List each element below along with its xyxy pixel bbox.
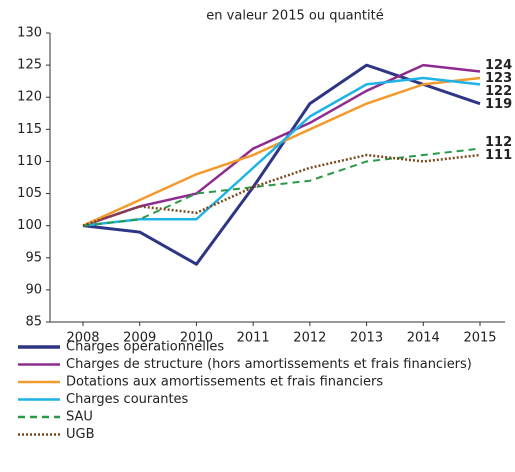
series-line [82, 76, 481, 227]
series-line [82, 63, 481, 227]
y-tick-label: 105 [17, 186, 42, 201]
x-tick-label: 2012 [293, 331, 326, 346]
legend-label: Charges de structure (hors amortissement… [66, 357, 472, 372]
y-tick-label: 125 [17, 58, 42, 73]
x-tick-label: 2011 [237, 331, 270, 346]
x-tick-label: 2009 [123, 331, 156, 346]
series-line [82, 147, 481, 227]
end-label: 124 [485, 58, 512, 73]
series-line [82, 63, 481, 266]
y-tick-label: 120 [17, 90, 42, 105]
end-label: 112 [485, 135, 512, 150]
y-tick-label: 100 [17, 218, 42, 233]
x-tick-label: 2013 [350, 331, 383, 346]
end-label: 111 [485, 148, 512, 163]
x-tick-label: 2014 [407, 331, 440, 346]
y-tick-label: 110 [17, 154, 42, 169]
legend-label: SAU [66, 410, 93, 425]
legend-label: Dotations aux amortissements et frais fi… [66, 375, 383, 390]
legend-label: Charges opérationnelles [66, 340, 224, 355]
end-label: 123 [485, 71, 512, 86]
series-line [82, 153, 481, 227]
y-tick-label: 130 [17, 26, 42, 41]
x-tick-label: 2008 [66, 331, 99, 346]
chart-title: en valeur 2015 ou quantité [206, 9, 383, 24]
y-tick-label: 115 [17, 122, 42, 137]
x-tick-label: 2015 [463, 331, 496, 346]
y-tick-label: 90 [25, 282, 42, 297]
end-label: 122 [485, 84, 512, 99]
series-line [82, 76, 481, 227]
y-tick-label: 85 [25, 315, 42, 330]
y-tick-label: 95 [25, 250, 42, 265]
end-label: 119 [485, 97, 512, 112]
legend-label: Charges courantes [66, 392, 189, 407]
legend-label: UGB [66, 427, 95, 442]
x-tick-label: 2010 [180, 331, 213, 346]
